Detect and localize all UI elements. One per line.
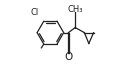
Text: O: O — [64, 52, 73, 62]
Text: CH₃: CH₃ — [67, 5, 83, 14]
Text: Cl: Cl — [30, 8, 39, 17]
